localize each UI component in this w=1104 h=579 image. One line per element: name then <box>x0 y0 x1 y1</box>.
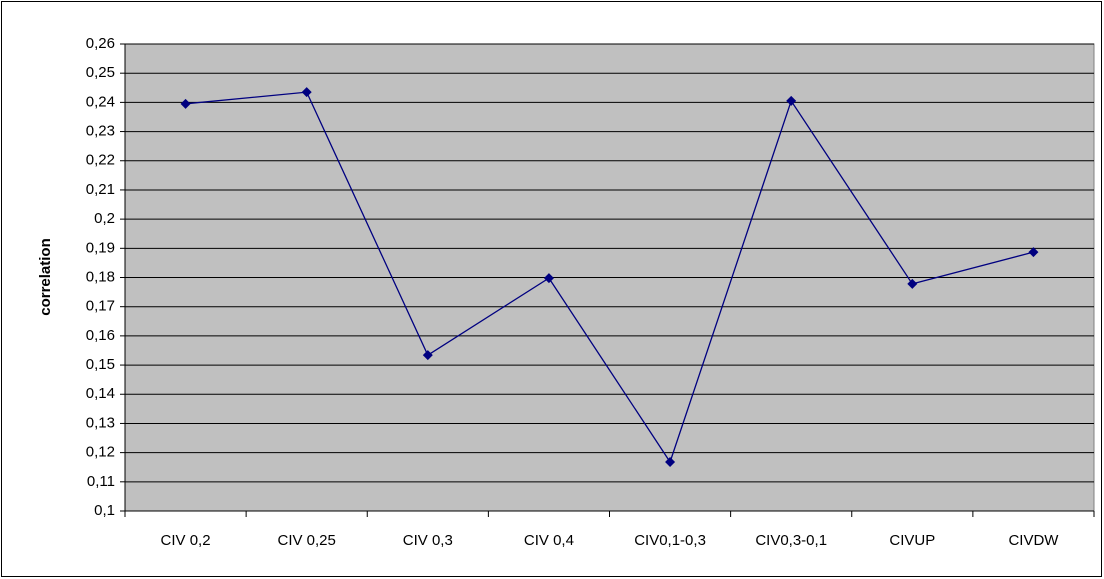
y-tick-label: 0,1 <box>94 502 115 519</box>
y-tick-label: 0,18 <box>86 268 115 285</box>
y-tick-label: 0,14 <box>86 385 115 402</box>
x-tick-label: CIV0,1-0,3 <box>634 532 706 549</box>
y-tick-label: 0,16 <box>86 327 115 344</box>
x-tick-label: CIV 0,4 <box>524 532 574 549</box>
y-tick-label: 0,19 <box>86 239 115 256</box>
y-axis-label: correlation <box>37 238 54 316</box>
point-marker <box>301 87 312 98</box>
y-tick-label: 0,15 <box>86 356 115 373</box>
point-marker <box>786 95 797 106</box>
y-tick-label: 0,17 <box>86 298 115 315</box>
point-marker <box>543 273 554 284</box>
x-tick-label: CIV 0,3 <box>403 532 453 549</box>
y-tick-label: 0,25 <box>86 64 115 81</box>
y-tick-label: 0,23 <box>86 123 115 140</box>
x-tick-label: CIVDW <box>1008 532 1059 549</box>
y-tick-label: 0,26 <box>86 35 115 52</box>
point-marker <box>180 98 191 109</box>
point-marker <box>422 350 433 361</box>
y-tick-label: 0,13 <box>86 414 115 431</box>
x-tick-label: CIVUP <box>889 532 935 549</box>
y-tick-label: 0,21 <box>86 181 115 198</box>
point-marker <box>1028 247 1039 258</box>
point-marker <box>907 278 918 289</box>
x-tick-label: CIV 0,2 <box>161 532 211 549</box>
x-tick-label: CIV0,3-0,1 <box>755 532 827 549</box>
y-tick-label: 0,22 <box>86 152 115 169</box>
y-tick-label: 0,24 <box>86 93 115 110</box>
y-tick-label: 0,12 <box>86 444 115 461</box>
y-tick-label: 0,11 <box>87 473 115 490</box>
x-tick-label: CIV 0,25 <box>278 532 336 549</box>
point-marker <box>665 456 676 467</box>
series-line <box>185 91 1034 464</box>
y-tick-label: 0,2 <box>94 210 115 227</box>
